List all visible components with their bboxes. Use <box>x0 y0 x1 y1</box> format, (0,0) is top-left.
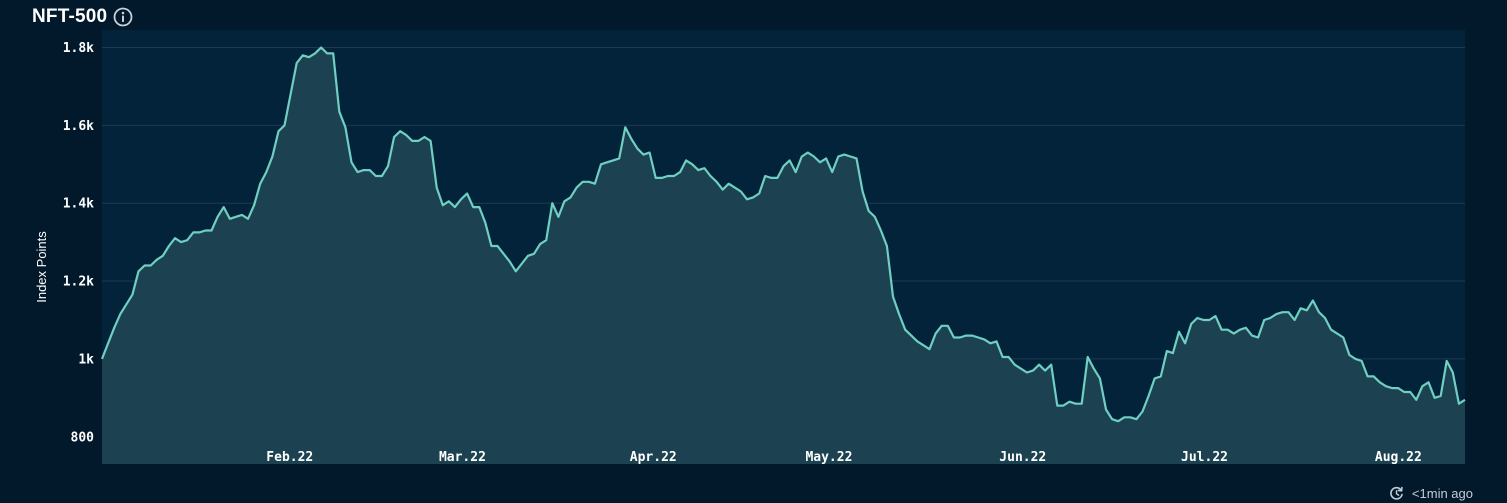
x-tick-label: Apr.22 <box>630 450 677 465</box>
refresh-icon[interactable] <box>1389 486 1404 501</box>
y-axis-ticks: 800 1k 1.2k 1.4k 1.6k 1.8k <box>63 41 94 445</box>
y-tick-label: 1.4k <box>63 197 94 212</box>
y-tick-label: 800 <box>71 430 95 445</box>
x-tick-label: May.22 <box>805 450 852 465</box>
x-tick-label: Feb.22 <box>266 450 313 465</box>
chart-header: NFT-500 <box>32 3 133 31</box>
y-tick-label: 1.8k <box>63 41 94 56</box>
series-line <box>100 46 1466 423</box>
y-tick-label: 1.6k <box>63 119 94 134</box>
info-icon[interactable] <box>113 7 133 27</box>
x-tick-label: Jun.22 <box>999 450 1046 465</box>
x-tick-label: Jul.22 <box>1181 450 1228 465</box>
y-tick-label: 1.2k <box>63 275 94 290</box>
y-tick-label: 1k <box>78 352 94 367</box>
x-tick-label: Aug.22 <box>1375 450 1422 465</box>
x-axis-ticks: Feb.22 Mar.22 Apr.22 May.22 Jun.22 Jul.22 Aug.… <box>266 450 1422 465</box>
y-axis-title: Index Points <box>34 231 49 303</box>
series-area <box>102 47 1465 464</box>
x-tick-label: Mar.22 <box>439 450 486 465</box>
last-updated: <1min ago <box>1389 486 1473 501</box>
updated-text: <1min ago <box>1411 486 1473 501</box>
chart-title: NFT-500 <box>32 6 108 27</box>
